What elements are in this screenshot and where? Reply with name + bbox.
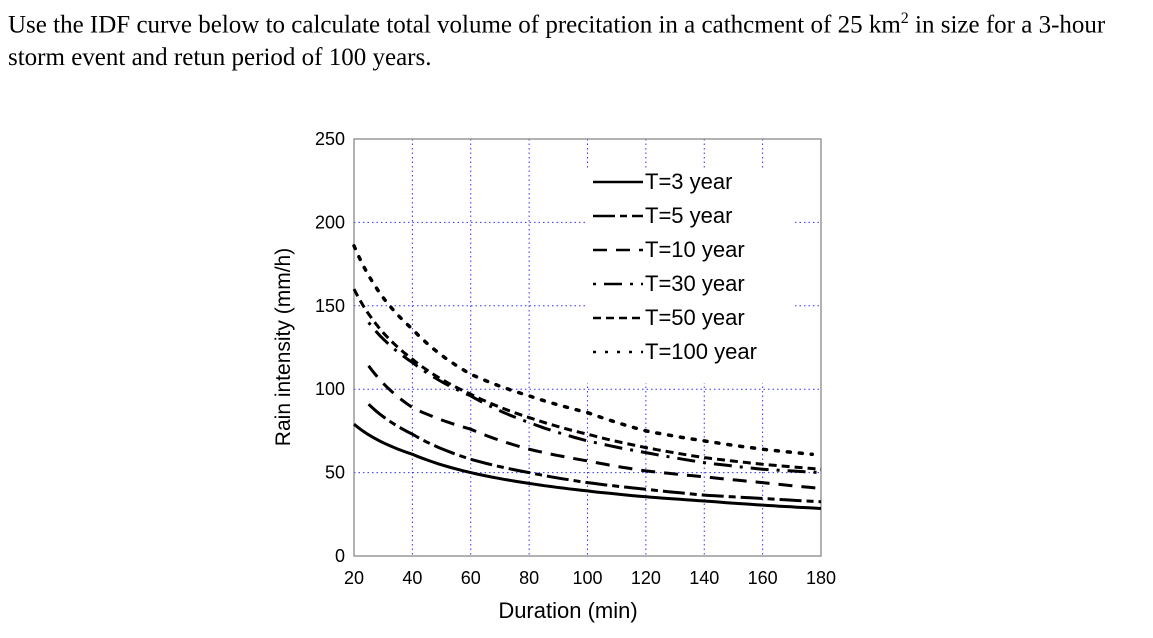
- y-tick-label: 200: [315, 212, 345, 232]
- x-tick-label: 100: [572, 568, 602, 588]
- x-tick-label: 120: [631, 568, 661, 588]
- y-tick-label: 250: [315, 129, 345, 149]
- y-tick-label: 100: [315, 379, 345, 399]
- x-axis-label: Duration (min): [498, 598, 637, 623]
- question-part2: in size for a 3-hour storm event and ret…: [8, 11, 1106, 72]
- y-tick-label: 50: [325, 463, 345, 483]
- legend-label: T=3 year: [645, 169, 732, 194]
- question-superscript: 2: [900, 10, 909, 27]
- series-line-t-3-year: [353, 423, 822, 510]
- x-tick-label: 160: [748, 568, 778, 588]
- x-tick-label: 60: [461, 568, 481, 588]
- legend-label: T=5 year: [645, 203, 732, 228]
- legend-label: T=50 year: [645, 305, 745, 330]
- x-tick-label: 180: [806, 568, 836, 588]
- series-line-t-30-year: [367, 321, 822, 475]
- series-line-t-100-year: [352, 244, 814, 457]
- series-line-t-10-year: [367, 364, 822, 490]
- series-lines: [352, 244, 822, 510]
- legend-label: T=30 year: [645, 271, 745, 296]
- y-tick-label: 150: [315, 296, 345, 316]
- x-tick-label: 20: [344, 568, 364, 588]
- x-tick-label: 40: [402, 568, 422, 588]
- x-tick-labels: 20 40 60 80 100 120 140 160 180: [344, 568, 836, 588]
- y-tick-labels: 0 50 100 150 200 250: [315, 129, 345, 566]
- legend-label: T=100 year: [645, 339, 757, 364]
- legend: T=3 year T=5 year T=10 year T=30 year T=50 y…: [593, 169, 757, 364]
- x-tick-label: 140: [689, 568, 719, 588]
- question-part1: Use the IDF curve below to calculate tot…: [8, 11, 901, 39]
- plot-frame: [353, 138, 822, 557]
- y-tick-label: 0: [335, 546, 345, 566]
- series-line-t-5-year: [367, 403, 822, 504]
- x-tick-label: 80: [519, 568, 539, 588]
- legend-label: T=10 year: [645, 237, 745, 262]
- question-text: Use the IDF curve below to calculate tot…: [8, 2, 1148, 74]
- legend-background: [585, 168, 795, 383]
- y-axis-label: Rain intensity (mm/h): [272, 248, 295, 446]
